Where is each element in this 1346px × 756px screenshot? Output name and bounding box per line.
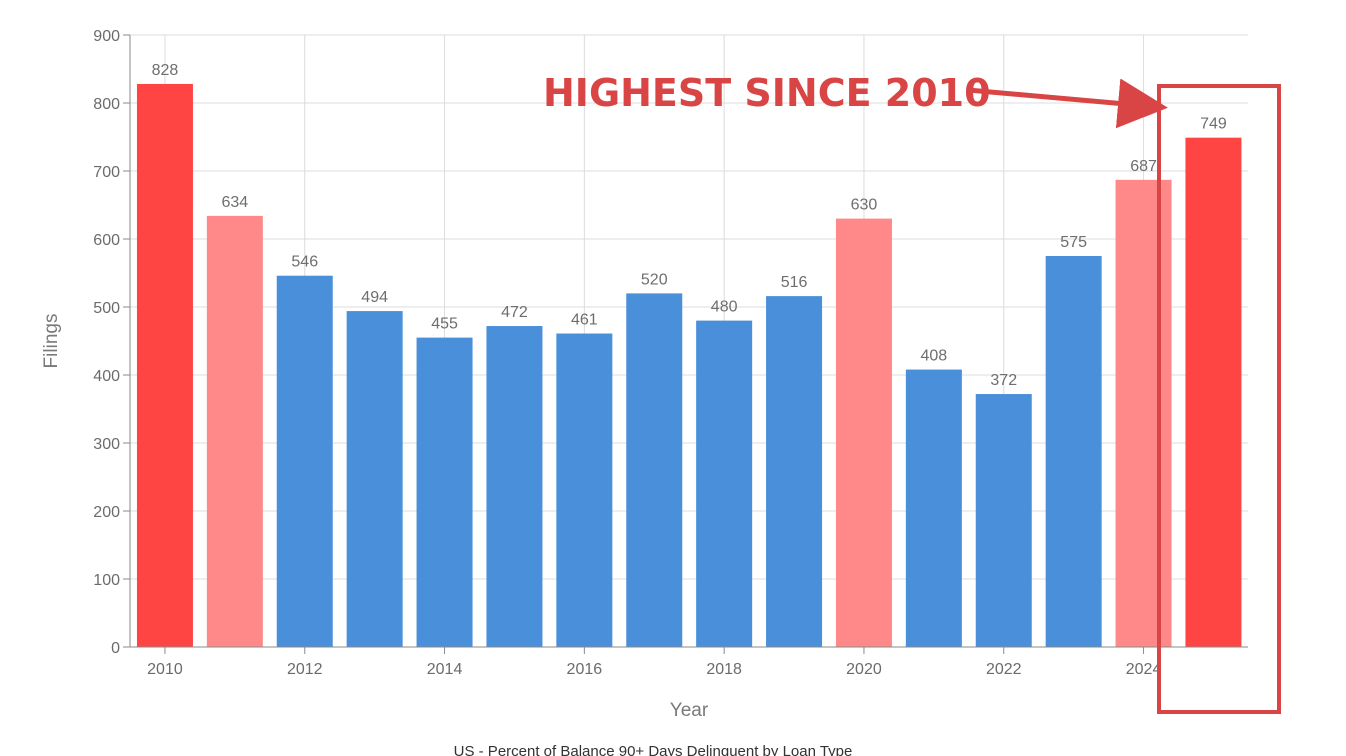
- bar-2010: [136, 83, 193, 647]
- x-axis-title: Year: [670, 700, 709, 721]
- bar-2023: [1045, 256, 1102, 647]
- bar-2019: [766, 296, 823, 647]
- y-tick-label: 900: [93, 28, 120, 45]
- data-label-2017: 520: [641, 271, 668, 288]
- y-tick-label: 100: [93, 572, 120, 589]
- data-label-2015: 472: [501, 304, 528, 321]
- x-tick-label: 2014: [427, 661, 463, 678]
- bar-2012: [276, 275, 333, 647]
- bar-2018: [696, 320, 753, 647]
- y-tick-label: 800: [93, 96, 120, 113]
- bar-2021: [905, 369, 962, 647]
- y-tick-label: 300: [93, 436, 120, 453]
- data-label-2010: 828: [152, 62, 179, 79]
- bar-2013: [346, 311, 403, 647]
- bar-2015: [486, 326, 543, 647]
- annotation-arrow: [967, 78, 1168, 129]
- data-label-2024: 687: [1130, 158, 1157, 175]
- data-label-2016: 461: [571, 312, 598, 329]
- highlight-annotation: HIGHEST SINCE 2010: [543, 71, 1281, 714]
- data-label-2023: 575: [1060, 234, 1087, 251]
- data-label-2022: 372: [990, 372, 1017, 389]
- x-tick-label: 2010: [147, 661, 183, 678]
- bar-2017: [626, 293, 683, 647]
- highlight-box: [1157, 84, 1281, 714]
- chart-caption: US - Percent of Balance 90+ Days Delinqu…: [454, 743, 853, 756]
- bar-2016: [556, 333, 613, 647]
- y-tick-label: 600: [93, 232, 120, 249]
- x-tick-label: 2016: [567, 661, 603, 678]
- x-axis: 2010 2012 2014 2016 2018 2020 2022 2024: [130, 646, 1248, 678]
- bar-2022: [975, 394, 1032, 647]
- data-label-2019: 516: [781, 274, 808, 291]
- data-label-2025: 749: [1200, 116, 1227, 133]
- data-label-2020: 630: [851, 197, 878, 214]
- y-axis: 0 100 200 300 400 500 600 700 800 900: [93, 28, 131, 657]
- data-label-2012: 546: [291, 254, 318, 271]
- annotation-text: HIGHEST SINCE 2010: [543, 71, 991, 115]
- data-labels: 828 634 546 494 455 472 461 520 480 516 630 408 372 5…: [152, 62, 1227, 389]
- x-tick-label: 2024: [1126, 661, 1162, 678]
- x-tick-label: 2012: [287, 661, 323, 678]
- bar-2011: [206, 215, 263, 647]
- y-tick-label: 0: [111, 640, 120, 657]
- y-tick-label: 200: [93, 504, 120, 521]
- y-axis-title: Filings: [41, 314, 62, 369]
- y-tick-label: 500: [93, 300, 120, 317]
- data-label-2021: 408: [920, 348, 947, 365]
- data-label-2018: 480: [711, 299, 738, 316]
- bar-2025: [1185, 137, 1242, 647]
- bar-2024: [1115, 179, 1172, 647]
- bars: [136, 83, 1242, 647]
- data-label-2011: 634: [221, 194, 248, 211]
- x-tick-label: 2018: [706, 661, 742, 678]
- y-tick-label: 400: [93, 368, 120, 385]
- x-tick-label: 2022: [986, 661, 1022, 678]
- bar-2020: [835, 218, 892, 647]
- data-label-2013: 494: [361, 289, 388, 306]
- x-tick-label: 2020: [846, 661, 882, 678]
- y-tick-label: 700: [93, 164, 120, 181]
- data-label-2014: 455: [431, 316, 458, 333]
- bar-2014: [416, 337, 473, 647]
